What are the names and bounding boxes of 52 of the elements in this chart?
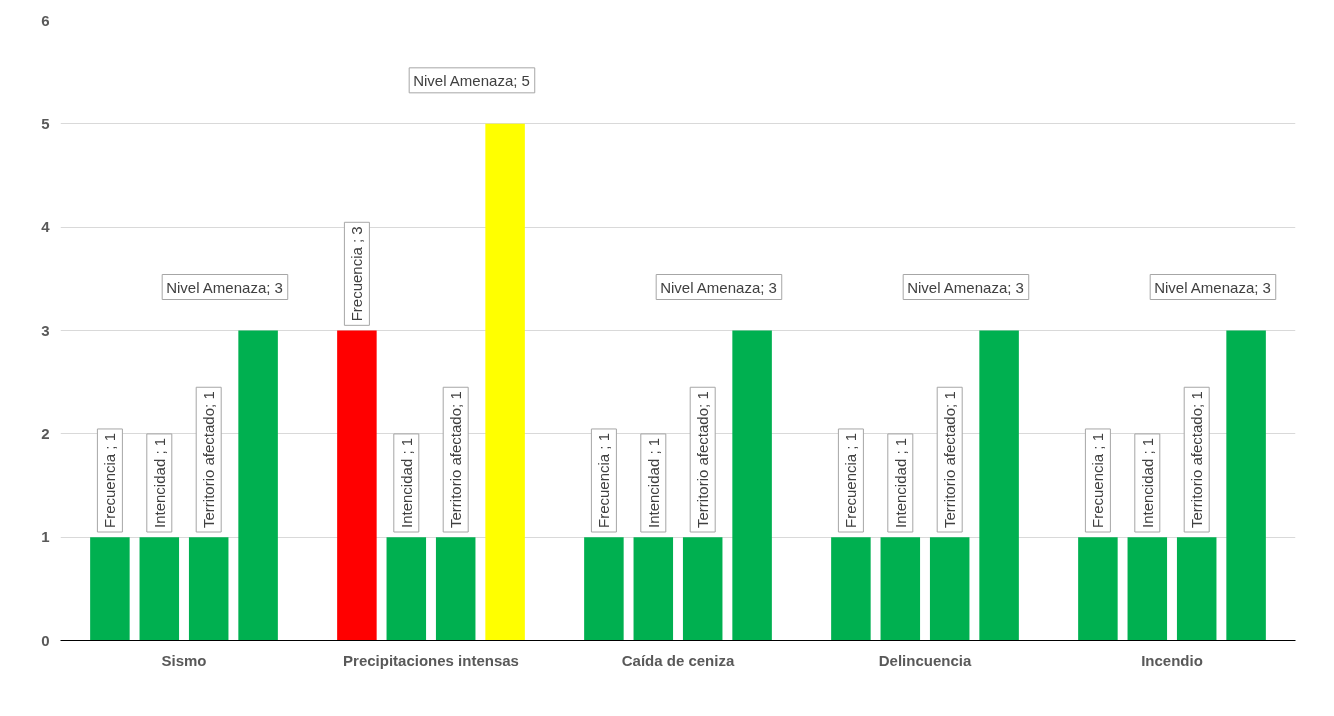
bar xyxy=(1127,537,1168,641)
bar xyxy=(880,537,921,641)
text: Frecuencia ; 1 xyxy=(595,432,613,528)
bar xyxy=(633,537,674,641)
bar xyxy=(139,537,180,641)
text: Territorio afectado; 1 xyxy=(200,391,218,528)
bar xyxy=(929,537,970,641)
text: Nivel Amenaza; 3 xyxy=(166,278,283,296)
text: Nivel Amenaza; 5 xyxy=(413,71,530,89)
bar xyxy=(831,537,871,641)
bar xyxy=(337,330,377,641)
bar xyxy=(386,537,427,641)
x-tick-label: Precipitaciones intensas xyxy=(343,651,519,669)
x-tick-label: Caída de ceniza xyxy=(621,651,735,669)
text: Nivel Amenaza; 3 xyxy=(660,278,777,296)
bar xyxy=(732,330,772,641)
text: Territorio afectado; 1 xyxy=(694,391,712,528)
y-tick-label: 3 xyxy=(41,321,50,339)
x-tick-label: Incendio xyxy=(1141,651,1203,669)
bar xyxy=(979,330,1019,641)
text: Frecuencia ; 1 xyxy=(1089,432,1107,528)
text: Territorio afectado; 1 xyxy=(447,391,465,528)
x-tick-label: Delincuencia xyxy=(878,651,972,669)
x-tick-label: Sismo xyxy=(161,651,207,669)
bar xyxy=(1176,537,1217,641)
text: Intencidad ; 1 xyxy=(644,437,662,528)
y-tick-label: 2 xyxy=(41,424,50,442)
text: Intencidad ; 1 xyxy=(397,437,415,528)
y-tick-label: 1 xyxy=(41,528,50,546)
bar xyxy=(485,123,525,641)
text: Intencidad ; 1 xyxy=(1138,437,1156,528)
text: Frecuencia ; 1 xyxy=(842,432,860,528)
y-tick-label: 4 xyxy=(41,218,51,236)
text: Nivel Amenaza; 3 xyxy=(1154,278,1271,296)
bar xyxy=(435,537,476,641)
bar xyxy=(238,330,278,641)
bar xyxy=(90,537,130,641)
text: Frecuencia ; 3 xyxy=(348,226,366,322)
bar xyxy=(1226,330,1266,641)
text: Frecuencia ; 1 xyxy=(101,432,119,528)
y-tick-label: 0 xyxy=(41,631,50,649)
text: Territorio afectado; 1 xyxy=(941,391,959,528)
text: Intencidad ; 1 xyxy=(150,437,168,528)
bar xyxy=(1078,537,1118,641)
bar xyxy=(188,537,229,641)
text: Intencidad ; 1 xyxy=(891,437,909,528)
text: Nivel Amenaza; 3 xyxy=(907,278,1024,296)
y-tick-label: 5 xyxy=(41,114,50,132)
bar xyxy=(584,537,624,641)
bar xyxy=(682,537,723,641)
text: Territorio afectado; 1 xyxy=(1188,391,1206,528)
y-tick-label: 6 xyxy=(41,11,50,29)
